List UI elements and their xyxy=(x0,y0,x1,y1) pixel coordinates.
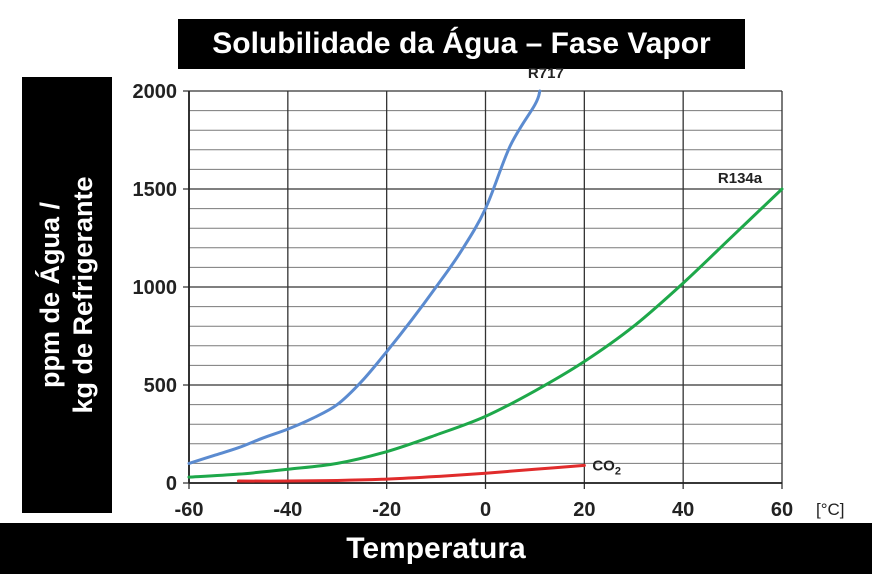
x-tick-label: -20 xyxy=(372,499,401,521)
x-unit-label: [°C] xyxy=(816,500,845,519)
x-tick-label: 0 xyxy=(480,499,491,521)
x-tick-label: 40 xyxy=(672,499,694,521)
x-tick-label: -40 xyxy=(273,499,302,521)
chart-title: Solubilidade da Água – Fase Vapor xyxy=(178,19,745,69)
x-tick-label: 20 xyxy=(573,499,595,521)
series-label-r717: R717 xyxy=(528,65,564,82)
series-line-r717 xyxy=(187,89,542,465)
y-axis-label-box: ppm de Água / kg de Refrigerante xyxy=(22,77,112,513)
x-axis-label: Temperatura xyxy=(0,523,872,574)
x-tick-label: 60 xyxy=(771,499,793,521)
x-tick-label: -60 xyxy=(175,499,204,521)
y-tick-label: 2000 xyxy=(133,81,178,103)
series-label-r134a: R134a xyxy=(718,170,763,187)
series-line-r134a xyxy=(187,187,784,479)
y-tick-label: 1500 xyxy=(133,179,178,201)
y-tick-label: 500 xyxy=(144,375,177,397)
series-label-co2-subscript: 2 xyxy=(615,465,621,477)
series-line-co xyxy=(236,463,586,483)
y-tick-label: 0 xyxy=(166,473,177,495)
y-tick-label: 1000 xyxy=(133,277,178,299)
series-label-co2: CO2 xyxy=(592,457,621,477)
